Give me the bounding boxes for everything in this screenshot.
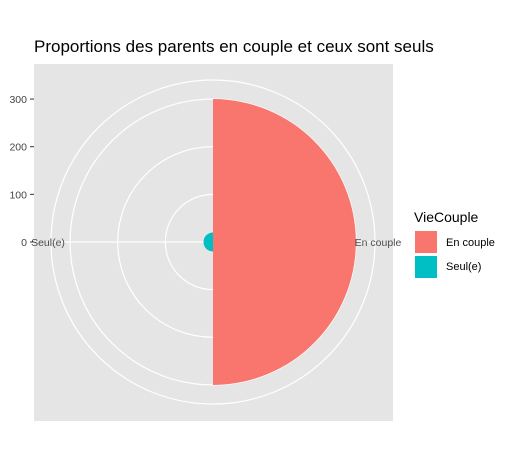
- y-axis-ticks: 0 100 200 300: [9, 94, 34, 249]
- chart-title: Proportions des parents en couple et ceu…: [34, 37, 434, 56]
- category-label: Seul(e): [31, 237, 65, 249]
- bar-en-couple: [213, 99, 356, 385]
- y-tick-label: 300: [9, 94, 27, 106]
- bars: [203, 99, 356, 385]
- category-label: En couple: [355, 237, 402, 249]
- category-labels: En couple Seul(e): [31, 237, 401, 249]
- legend: VieCouple En couple Seul(e): [414, 209, 495, 278]
- bar-seul-e: [203, 232, 213, 252]
- y-tick-label: 100: [9, 189, 27, 201]
- legend-label-seul: Seul(e): [446, 261, 481, 273]
- legend-swatch-seul: [415, 256, 437, 278]
- legend-title: VieCouple: [414, 209, 479, 225]
- legend-label-en-couple: En couple: [446, 237, 495, 249]
- y-tick-label: 200: [9, 142, 27, 154]
- y-tick-label: 0: [21, 237, 27, 249]
- legend-swatch-en-couple: [415, 231, 437, 253]
